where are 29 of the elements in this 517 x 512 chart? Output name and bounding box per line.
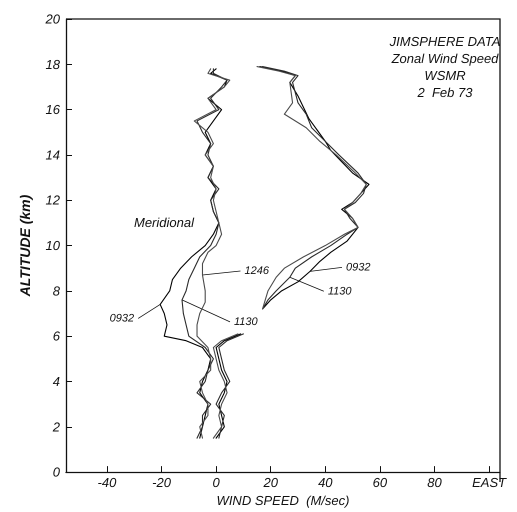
x-tick-label: 0 [212,475,221,490]
annotation: 1246 [244,265,270,277]
x-tick-label: 40 [318,475,334,490]
y-tick-label: 0 [52,464,61,480]
x-tick-label: 20 [262,475,279,490]
text: Zonal Wind Speed WSMR 2 Feb 73 [390,51,500,100]
y-tick-label: 18 [46,56,61,72]
y-tick-label: 8 [52,283,61,298]
y-tick-label: 10 [46,238,61,254]
y-tick-label: 20 [44,12,61,26]
x-axis-title: WIND SPEED (M/sec) [216,493,350,508]
annotation: 1130 [234,316,259,328]
y-axis-title: ALTITUDE (km) [17,194,33,298]
x-tick-label: EAST [472,475,508,490]
text: JIMSPHERE DATA [388,34,500,49]
annotation: 0932 [346,261,371,274]
annotation: Meridional [134,215,196,230]
y-tick-label: 16 [46,102,61,118]
x-tick-label: -40 [98,475,118,490]
y-tick-label: 4 [52,374,60,389]
annotation: 0932 [110,312,134,324]
x-tick-label: 80 [427,475,442,490]
y-tick-label: 12 [46,192,61,208]
y-tick-label: 2 [52,419,61,434]
x-tick-label: 60 [372,475,388,490]
y-tick-label: 6 [52,328,61,344]
y-tick-label: 14 [46,147,60,162]
x-tick-label: -20 [152,475,172,490]
annotation: 1130 [328,285,352,298]
